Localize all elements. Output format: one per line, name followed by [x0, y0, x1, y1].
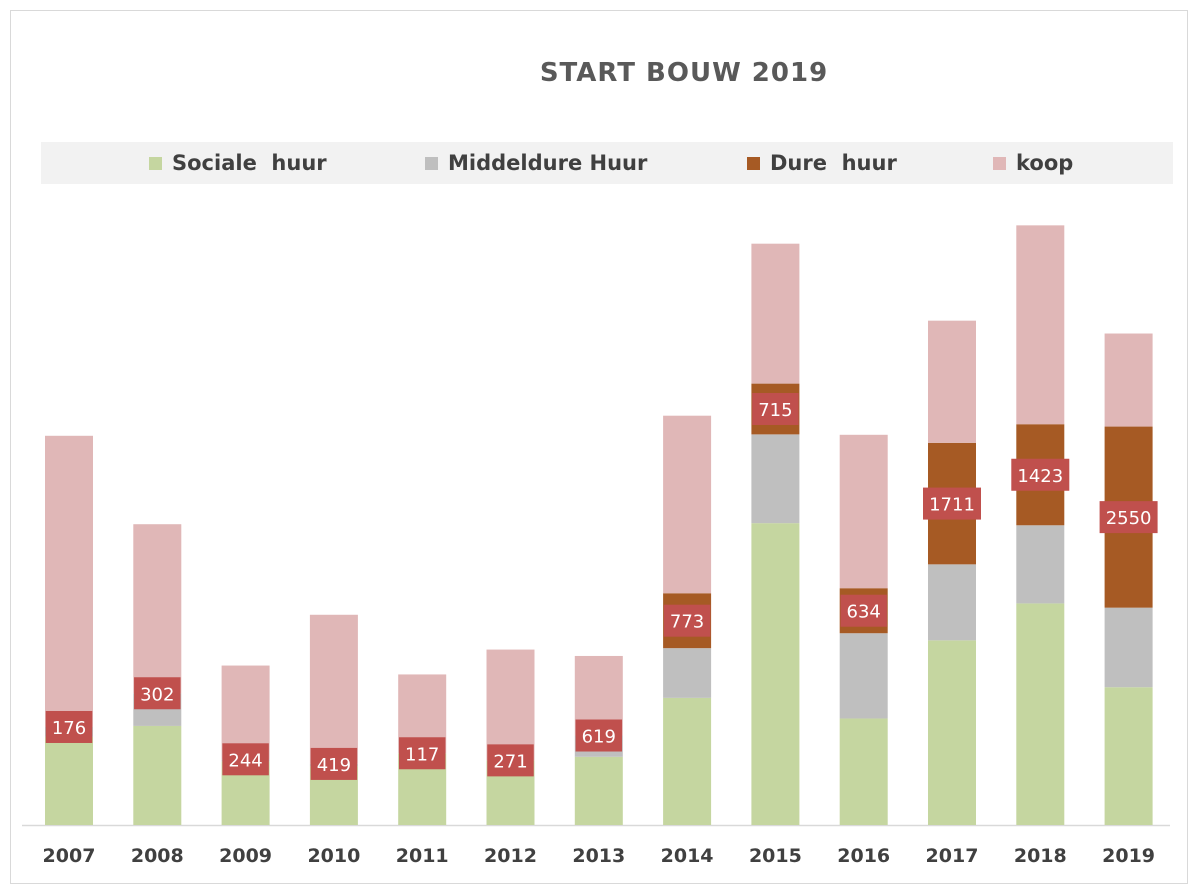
bar-segment-koop-2019 [1104, 333, 1153, 427]
legend-swatch-dure-huur [747, 156, 760, 170]
x-tick-label-2010: 2010 [307, 845, 360, 867]
x-tick-label-2007: 2007 [43, 845, 96, 867]
data-label-2012: 271 [493, 751, 527, 772]
data-label-box-2013 [575, 719, 623, 752]
data-label-2008: 302 [140, 684, 174, 705]
legend-swatch-middeldure-huur [425, 156, 438, 170]
bar-segment-koop-2017 [928, 320, 976, 443]
bar-segment-koop-2010 [309, 614, 358, 764]
bar-segment-middeldure-huur-2019 [1104, 607, 1153, 688]
data-label-box-2011 [398, 737, 446, 770]
bar-segment-koop-2014 [663, 415, 712, 594]
bar-segment-koop-2007 [45, 435, 93, 727]
data-label-2014: 773 [670, 612, 704, 633]
legend-item-middeldure-huur: Middeldure Huur [425, 142, 647, 184]
bar-segment-sociale-huur-2015 [751, 523, 800, 825]
legend: Sociale huur Middeldure Huur Dure huur k… [41, 142, 1173, 184]
data-label-2016: 634 [847, 602, 881, 623]
data-label-2010: 419 [317, 755, 351, 776]
legend-label-sociale-huur: Sociale huur [172, 151, 327, 175]
legend-label-dure-huur: Dure huur [770, 151, 897, 175]
data-label-box-2008 [134, 677, 181, 710]
bar-segment-middeldure-huur-2017 [928, 564, 976, 641]
x-tick-label-2018: 2018 [1014, 845, 1067, 867]
data-label-2013: 619 [582, 727, 616, 748]
data-label-2018: 1423 [1017, 466, 1063, 487]
bar-segment-koop-2018 [1016, 225, 1065, 425]
legend-item-dure-huur: Dure huur [747, 142, 897, 184]
bar-segment-koop-2008 [133, 524, 182, 694]
x-tick-label-2009: 2009 [219, 845, 272, 867]
x-tick-label-2013: 2013 [572, 845, 625, 867]
data-label-2011: 117 [405, 744, 439, 765]
bar-segment-koop-2012 [486, 649, 535, 761]
bar-segment-sociale-huur-2018 [1016, 603, 1065, 825]
bar-segment-middeldure-huur-2016 [839, 633, 888, 719]
data-label-2015: 715 [758, 400, 792, 421]
bar-segment-middeldure-huur-2014 [663, 648, 712, 698]
data-label-box-2018 [1011, 458, 1070, 491]
legend-swatch-koop [993, 156, 1006, 170]
bar-segment-sociale-huur-2013 [574, 756, 623, 825]
x-tick-label-2019: 2019 [1102, 845, 1155, 867]
x-tick-label-2011: 2011 [396, 845, 449, 867]
data-label-box-2007 [45, 710, 93, 743]
data-label-box-2019 [1099, 501, 1158, 534]
data-label-2017: 1711 [929, 495, 975, 516]
bar-segment-middeldure-huur-2015 [751, 434, 800, 524]
bar-segment-middeldure-huur-2018 [1016, 525, 1065, 604]
x-tick-label-2012: 2012 [484, 845, 537, 867]
x-tick-label-2014: 2014 [661, 845, 714, 867]
bar-segment-sociale-huur-2014 [663, 697, 712, 825]
legend-label-koop: koop [1016, 151, 1074, 175]
x-tick-label-2016: 2016 [837, 845, 890, 867]
data-label-box-2010 [310, 747, 358, 780]
bar-segment-sociale-huur-2008 [133, 725, 182, 825]
legend-swatch-sociale-huur [149, 156, 162, 170]
bar-segment-sociale-huur-2019 [1104, 687, 1153, 825]
data-label-2009: 244 [228, 750, 262, 771]
bar-segment-koop-2015 [751, 243, 800, 384]
legend-item-koop: koop [993, 142, 1073, 184]
chart-title: START BOUW 2019 [539, 58, 829, 88]
bar-segment-sociale-huur-2007 [45, 736, 93, 825]
data-label-box-2015 [752, 392, 799, 425]
data-label-box-2009 [222, 743, 269, 776]
x-tick-label-2008: 2008 [131, 845, 184, 867]
data-label-box-2017 [923, 487, 981, 520]
bar-segment-sociale-huur-2017 [928, 640, 976, 825]
data-label-box-2016 [840, 594, 887, 627]
data-label-box-2014 [663, 604, 711, 637]
legend-label-middeldure-huur: Middeldure Huur [448, 151, 648, 175]
bar-segment-koop-2016 [839, 434, 888, 589]
data-label-2007: 176 [52, 718, 86, 739]
legend-item-sociale-huur: Sociale huur [149, 142, 327, 184]
data-label-box-2012 [487, 744, 534, 777]
data-label-2019: 2550 [1106, 508, 1152, 529]
bar-segment-sociale-huur-2016 [839, 718, 888, 825]
x-tick-label-2015: 2015 [749, 845, 802, 867]
x-tick-label-2017: 2017 [926, 845, 979, 867]
